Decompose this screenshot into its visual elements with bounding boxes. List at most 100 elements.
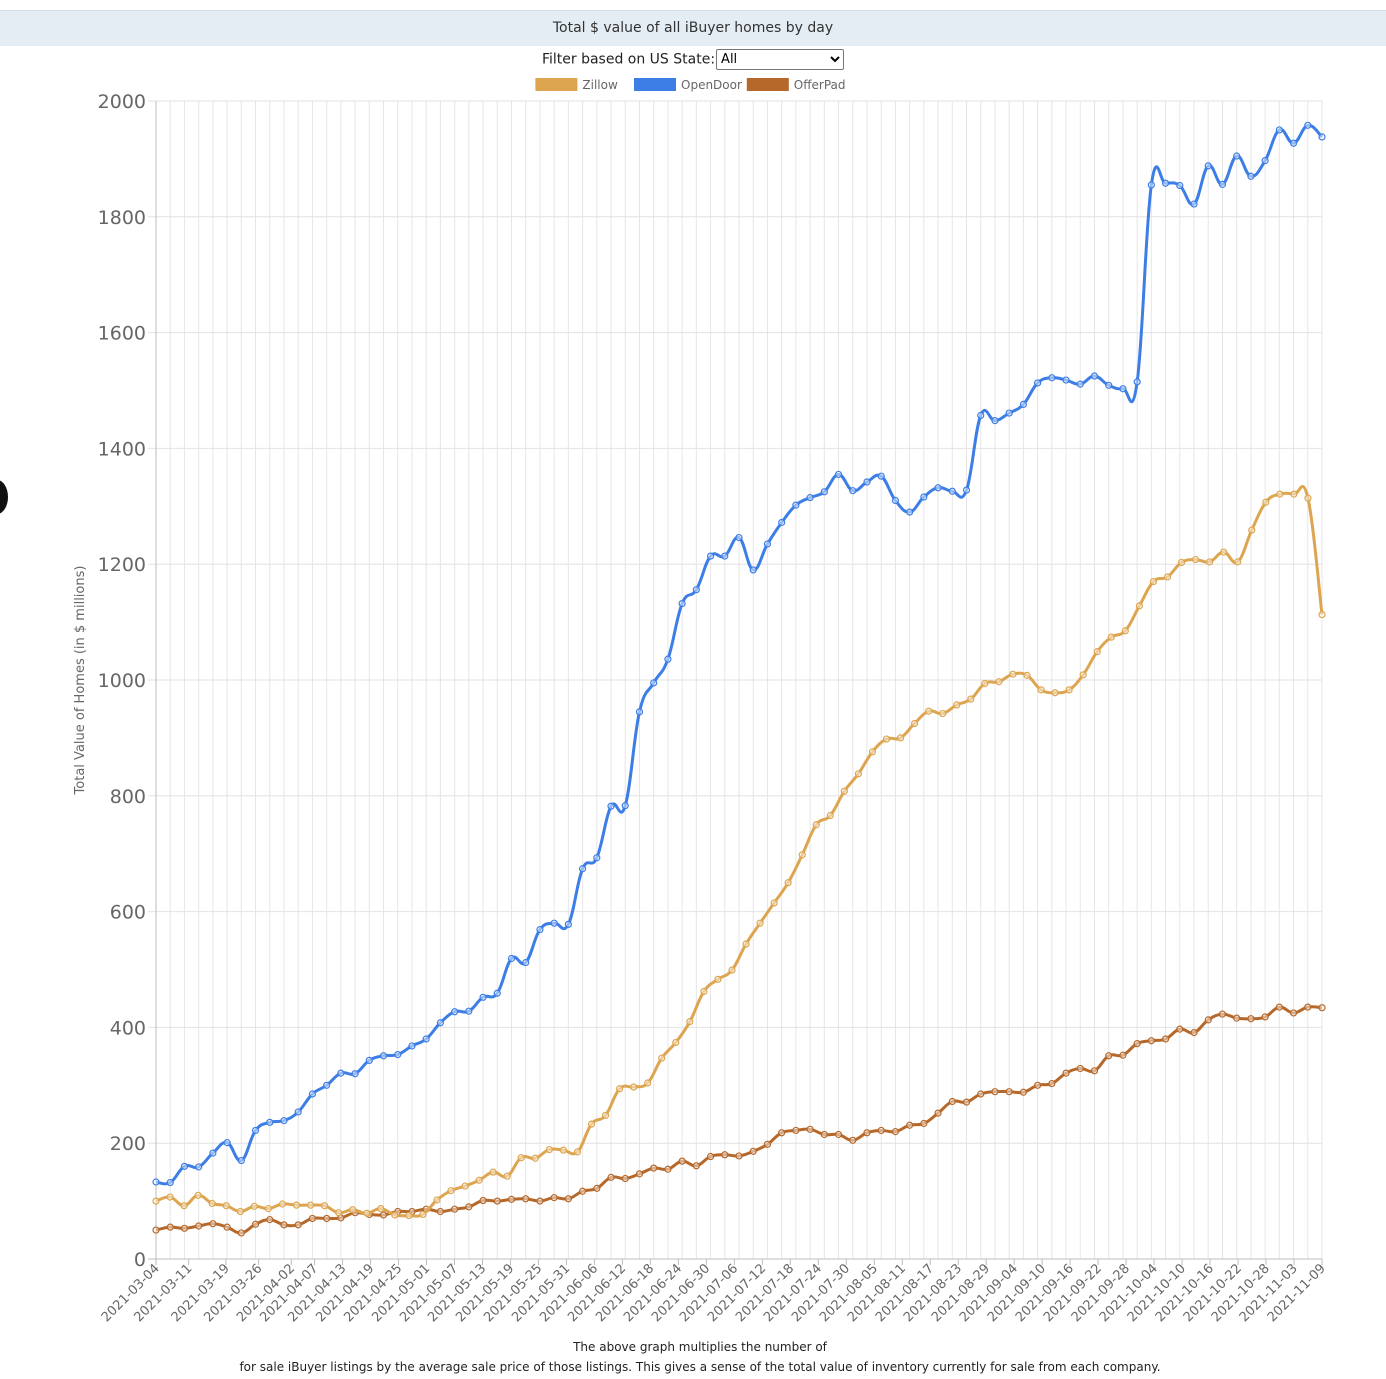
offerpad-data-point[interactable] bbox=[209, 1220, 217, 1228]
opendoor-data-point[interactable] bbox=[451, 1008, 459, 1016]
opendoor-data-point[interactable] bbox=[379, 1052, 388, 1060]
opendoor-data-point[interactable] bbox=[351, 1070, 359, 1078]
zillow-data-point[interactable] bbox=[1121, 627, 1129, 635]
offerpad-data-point[interactable] bbox=[820, 1130, 828, 1139]
opendoor-data-point[interactable] bbox=[1204, 162, 1212, 170]
zillow-data-point[interactable] bbox=[1262, 498, 1270, 506]
zillow-data-point[interactable] bbox=[1276, 490, 1284, 498]
offerpad-data-point[interactable] bbox=[948, 1097, 956, 1106]
offerpad-data-point[interactable] bbox=[280, 1221, 288, 1229]
edge-handle[interactable] bbox=[0, 480, 8, 514]
zillow-data-point[interactable] bbox=[601, 1111, 610, 1120]
zillow-data-point[interactable] bbox=[1065, 686, 1073, 694]
opendoor-data-point[interactable] bbox=[209, 1149, 217, 1157]
offerpad-data-point[interactable] bbox=[223, 1223, 231, 1231]
opendoor-data-point[interactable] bbox=[1076, 380, 1084, 388]
zillow-data-point[interactable] bbox=[166, 1193, 174, 1201]
zillow-data-point[interactable] bbox=[1135, 602, 1143, 610]
offerpad-data-point[interactable] bbox=[323, 1214, 331, 1223]
opendoor-data-point[interactable] bbox=[706, 552, 715, 560]
offerpad-data-point[interactable] bbox=[607, 1173, 615, 1181]
zillow-data-point[interactable] bbox=[587, 1120, 596, 1128]
offerpad-data-point[interactable] bbox=[834, 1130, 843, 1139]
offerpad-data-point[interactable] bbox=[166, 1223, 174, 1231]
offerpad-data-point[interactable] bbox=[180, 1224, 189, 1232]
opendoor-data-point[interactable] bbox=[1247, 172, 1255, 180]
zillow-data-point[interactable] bbox=[939, 709, 947, 718]
opendoor-data-point[interactable] bbox=[1275, 126, 1283, 134]
opendoor-data-point[interactable] bbox=[479, 993, 487, 1001]
opendoor-data-point[interactable] bbox=[1304, 121, 1312, 129]
zillow-data-point[interactable] bbox=[152, 1197, 160, 1205]
zillow-data-point[interactable] bbox=[503, 1172, 511, 1180]
opendoor-data-point[interactable] bbox=[1105, 381, 1113, 389]
zillow-data-point[interactable] bbox=[405, 1211, 413, 1220]
offerpad-legend-label[interactable]: OfferPad bbox=[794, 78, 846, 92]
offerpad-data-point[interactable] bbox=[863, 1129, 871, 1137]
zillow-data-point[interactable] bbox=[447, 1187, 455, 1195]
offerpad-data-point[interactable] bbox=[1147, 1037, 1155, 1045]
offerpad-data-point[interactable] bbox=[735, 1152, 743, 1160]
zillow-data-point[interactable] bbox=[756, 919, 764, 927]
opendoor-data-point[interactable] bbox=[180, 1162, 189, 1170]
zillow-data-point[interactable] bbox=[967, 695, 975, 703]
offerpad-data-point[interactable] bbox=[891, 1128, 900, 1136]
opendoor-data-point[interactable] bbox=[308, 1090, 317, 1098]
offerpad-data-point[interactable] bbox=[1204, 1016, 1212, 1024]
zillow-data-point[interactable] bbox=[812, 821, 820, 829]
opendoor-data-point[interactable] bbox=[1233, 152, 1241, 160]
offerpad-data-point[interactable] bbox=[635, 1170, 644, 1178]
opendoor-data-point[interactable] bbox=[1119, 385, 1127, 393]
offerpad-data-point[interactable] bbox=[237, 1229, 245, 1237]
opendoor-data-point[interactable] bbox=[877, 472, 885, 480]
opendoor-data-point[interactable] bbox=[621, 802, 629, 810]
offerpad-data-point[interactable] bbox=[1076, 1064, 1084, 1073]
opendoor-data-point[interactable] bbox=[1261, 157, 1269, 165]
offerpad-data-point[interactable] bbox=[763, 1140, 772, 1148]
zillow-data-point[interactable] bbox=[264, 1205, 272, 1213]
zillow-data-point[interactable] bbox=[419, 1210, 427, 1219]
zillow-data-point[interactable] bbox=[784, 879, 792, 887]
opendoor-data-point[interactable] bbox=[166, 1178, 174, 1187]
zillow-data-point[interactable] bbox=[896, 734, 905, 742]
offerpad-data-point[interactable] bbox=[1019, 1088, 1027, 1096]
zillow-data-point[interactable] bbox=[461, 1182, 469, 1190]
offerpad-data-point[interactable] bbox=[152, 1226, 160, 1234]
zillow-data-point[interactable] bbox=[475, 1176, 483, 1184]
offerpad-data-point[interactable] bbox=[650, 1164, 658, 1172]
zillow-data-point[interactable] bbox=[306, 1201, 315, 1209]
zillow-data-point[interactable] bbox=[517, 1154, 525, 1162]
offerpad-data-point[interactable] bbox=[1318, 1004, 1326, 1012]
zillow-data-point[interactable] bbox=[615, 1085, 624, 1093]
zillow-data-point[interactable] bbox=[840, 787, 848, 795]
zillow-data-point[interactable] bbox=[1093, 648, 1101, 656]
offerpad-legend-swatch[interactable] bbox=[746, 78, 789, 91]
zillow-data-point[interactable] bbox=[1290, 490, 1298, 498]
opendoor-data-point[interactable] bbox=[1318, 133, 1326, 141]
zillow-data-point[interactable] bbox=[377, 1205, 385, 1213]
offerpad-data-point[interactable] bbox=[1304, 1003, 1312, 1011]
opendoor-data-point[interactable] bbox=[678, 599, 686, 608]
zillow-data-point[interactable] bbox=[1009, 670, 1017, 678]
zillow-data-point[interactable] bbox=[531, 1154, 539, 1162]
offerpad-data-point[interactable] bbox=[1176, 1025, 1184, 1033]
zillow-data-point[interactable] bbox=[1191, 555, 1200, 564]
offerpad-data-point[interactable] bbox=[877, 1126, 885, 1135]
opendoor-data-point[interactable] bbox=[1147, 181, 1155, 189]
state-select[interactable]: All bbox=[716, 49, 845, 70]
offerpad-data-point[interactable] bbox=[451, 1205, 459, 1213]
offerpad-data-point[interactable] bbox=[906, 1121, 914, 1129]
zillow-data-point[interactable] bbox=[714, 975, 722, 983]
zillow-data-point[interactable] bbox=[630, 1083, 638, 1091]
offerpad-data-point[interactable] bbox=[920, 1119, 928, 1128]
offerpad-data-point[interactable] bbox=[1119, 1051, 1127, 1059]
opendoor-data-point[interactable] bbox=[934, 484, 942, 492]
opendoor-data-point[interactable] bbox=[152, 1178, 160, 1186]
offerpad-data-point[interactable] bbox=[550, 1194, 558, 1202]
zillow-data-point[interactable] bbox=[868, 748, 877, 756]
opendoor-legend-label[interactable]: OpenDoor bbox=[681, 78, 742, 92]
opendoor-data-point[interactable] bbox=[1161, 179, 1170, 187]
zillow-data-point[interactable] bbox=[320, 1202, 329, 1210]
zillow-data-point[interactable] bbox=[770, 899, 778, 907]
offerpad-data-point[interactable] bbox=[522, 1195, 530, 1203]
